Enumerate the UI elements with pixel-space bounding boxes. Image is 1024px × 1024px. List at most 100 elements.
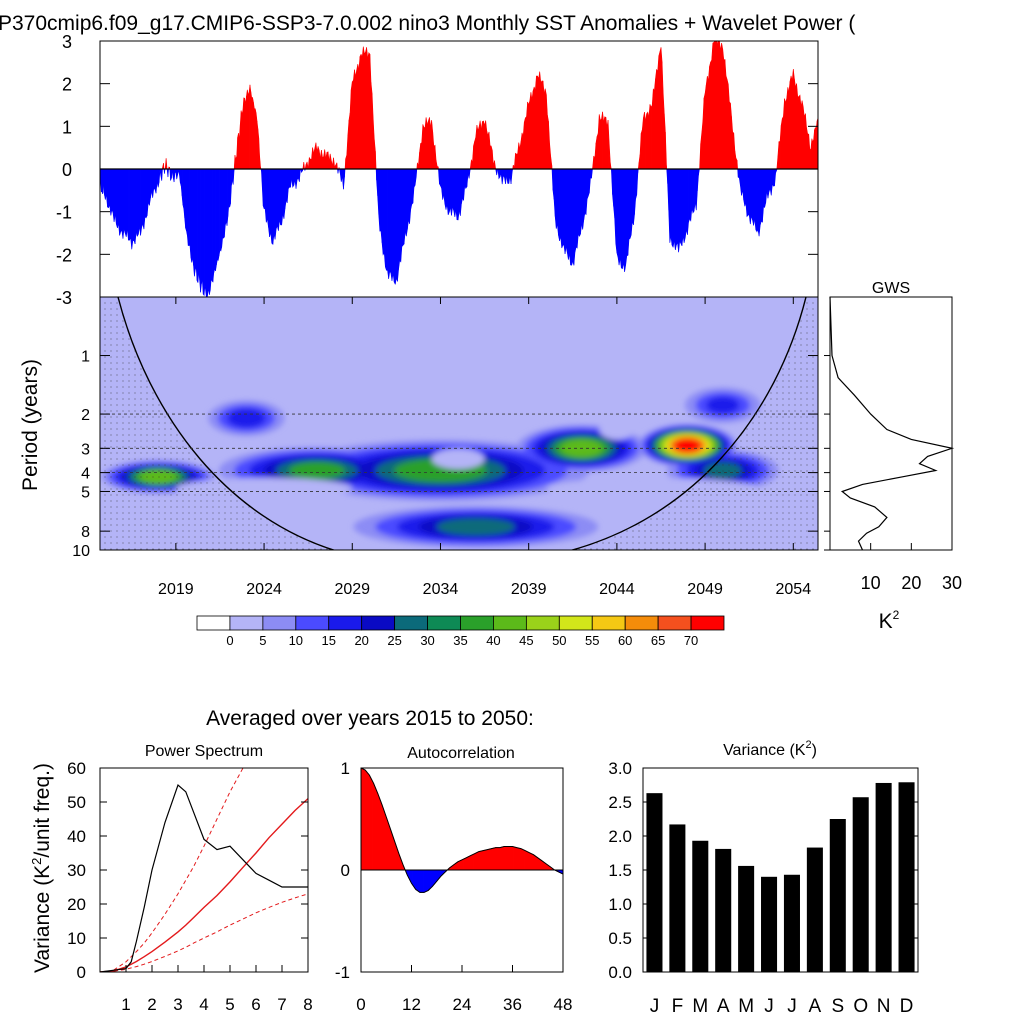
autocorrelation-panel: Autocorrelation 1 0 -1 0 12 24 36 48 (335, 745, 573, 1014)
wavelet-x-tick-label: 2029 (334, 581, 370, 598)
sst-y-tick-label: 0 (62, 160, 72, 180)
colorbar-tick-label: 65 (651, 633, 665, 648)
variance-bar (898, 782, 915, 972)
ps-y-tick-label: 30 (67, 861, 86, 880)
colorbar-swatch (525, 615, 560, 631)
sst-anomaly-area (100, 41, 818, 297)
var-month-label: N (877, 996, 891, 1017)
var-y-tick-label: 3.0 (608, 759, 632, 778)
colorbar-tick-label: 20 (354, 633, 368, 648)
wavelet-y-tick-label: 10 (72, 543, 90, 560)
ac-x-tick-label: 12 (402, 995, 421, 1014)
colorbar-tick-label: 45 (519, 633, 533, 648)
wavelet-plot-frame (99, 296, 819, 551)
wavelet-ylabel: Period (years) (19, 359, 42, 491)
ac-x-tick-label: 36 (503, 995, 522, 1014)
sst-anomaly-segment (496, 168, 499, 176)
ps-x-tick-label: 3 (173, 995, 182, 1014)
variance-bars (646, 782, 915, 972)
coi-right (569, 297, 807, 550)
sst-anomaly-segment (337, 168, 340, 174)
upper-confidence-line (100, 768, 244, 972)
wavelet-y-tick-label: 8 (81, 524, 90, 541)
colorbar-tick-label: 60 (618, 633, 632, 648)
var-y-tick-label: 2.5 (608, 793, 632, 812)
variance-bar (806, 847, 823, 972)
var-y-tick-label: 1.0 (608, 895, 632, 914)
variance-bar (783, 874, 800, 972)
sst-anomaly-segment (167, 168, 169, 178)
variance-bar (852, 797, 869, 972)
sst-anomaly-segment (468, 168, 471, 179)
wavelet-x-tick-label: 2019 (158, 581, 194, 598)
colorbar-tick-label: 55 (585, 633, 599, 648)
var-month-label: J (787, 996, 797, 1017)
wavelet-x-tick-label: 2049 (687, 581, 723, 598)
sst-y-tick-label: 1 (62, 117, 72, 137)
sst-anomaly-segment (665, 132, 667, 170)
gws-xlabel: K2 (879, 608, 900, 633)
averaged-subtitle: Averaged over years 2015 to 2050: (206, 707, 534, 730)
wavelet-contour-hole (599, 419, 635, 440)
colorbar-swatch (394, 615, 428, 631)
colorbar-swatch (328, 615, 363, 631)
var-month-label: A (809, 996, 822, 1017)
ac-x-tick-label: 24 (453, 995, 472, 1014)
ps-x-tick-label: 7 (277, 995, 286, 1014)
cone-of-influence (100, 297, 818, 550)
colorbar-tick-label: 5 (259, 633, 266, 648)
sst-anomaly-segment (161, 168, 163, 181)
colorbar-swatch (295, 615, 330, 631)
spectrum-line (100, 783, 308, 972)
wavelet-y-tick-label: 5 (81, 484, 90, 501)
wavelet-x-tick-label: 2054 (776, 581, 812, 598)
ac-x-tick-label: 48 (554, 995, 573, 1014)
wavelet-y-axis: 1 2 3 45 8 10 (72, 349, 818, 560)
autocorrelation-line (361, 768, 563, 893)
wavelet-contour (227, 408, 266, 428)
ps-x-tick-label: 4 (199, 995, 208, 1014)
sst-anomaly-segment (698, 168, 700, 176)
ps-y-tick-label: 10 (67, 929, 86, 948)
gws-x-tick-label: 10 (861, 573, 881, 593)
wavelet-contour (288, 461, 346, 480)
ac-y-tick-label: 1 (341, 759, 350, 778)
lower-confidence-line (100, 893, 308, 972)
colorbar-swatch (361, 615, 396, 631)
var-month-label: M (738, 996, 754, 1017)
sst-anomaly-segment (336, 162, 338, 170)
colorbar-swatch (196, 615, 231, 631)
power-spectrum-panel: Power Spectrum 60 50 40 30 20 10 0 1 2 3 4 5 6 7 8 Var… (29, 743, 313, 1014)
sst-y-tick-label: -2 (56, 245, 72, 265)
colorbar-swatch (229, 615, 264, 631)
wavelet-x-tick-label: 2044 (599, 581, 635, 598)
wavelet-x-tick-label: 2034 (423, 581, 459, 598)
var-month-label: M (692, 996, 708, 1017)
colorbar-tick-label: 35 (453, 633, 467, 648)
colorbar-tick-label: 70 (684, 633, 698, 648)
gws-plot-frame (829, 296, 953, 551)
variance-bar (692, 840, 709, 972)
wavelet-y-tick-label: 1 (81, 349, 90, 366)
colorbar-tick-label: 0 (226, 633, 233, 648)
var-y-tick-label: 1.5 (608, 861, 632, 880)
variance-bar (738, 865, 755, 972)
var-y-tick-label: 2.0 (608, 827, 632, 846)
gws-x-tick-label: 30 (942, 573, 962, 593)
colorbar-swatch (427, 615, 461, 631)
ac-y-tick-label: -1 (335, 963, 350, 982)
colorbar-tick-label: 10 (289, 633, 303, 648)
colorbar-swatch (262, 615, 297, 631)
var-month-label: A (717, 996, 730, 1017)
colorbar-tick-label: 40 (486, 633, 500, 648)
colorbar-swatch (624, 615, 659, 631)
variance-bar (646, 793, 663, 972)
power-spectrum-frame (99, 767, 309, 973)
power-spectrum-title: Power Spectrum (145, 743, 263, 760)
variance-bar (829, 819, 846, 972)
sst-anomaly-segment (591, 168, 593, 179)
wavelet-y-tick-label: 2 (81, 407, 90, 424)
gws-axes: 10 20 30 (824, 355, 962, 593)
colorbar-tick-label: 15 (322, 633, 336, 648)
